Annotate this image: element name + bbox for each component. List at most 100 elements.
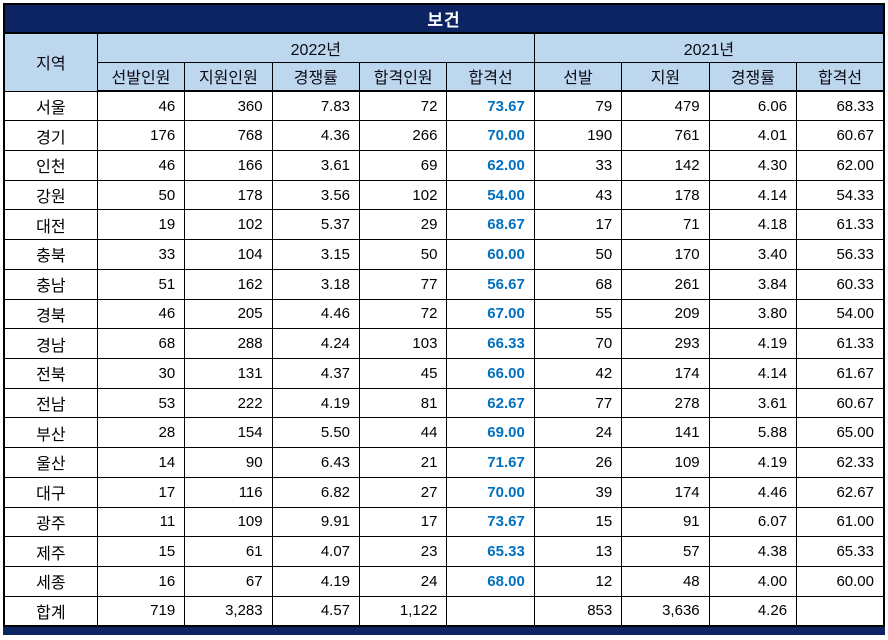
data-cell: 68	[533, 268, 623, 300]
data-cell: 62.67	[796, 476, 885, 508]
column-header-2021-2: 경쟁률	[708, 61, 798, 92]
data-cell: 5.37	[271, 209, 361, 241]
data-cell: 69	[359, 149, 448, 181]
data-cell: 50	[533, 239, 623, 270]
data-cell: 68.67	[446, 209, 535, 241]
data-cell: 17	[533, 209, 623, 241]
group-header-2022: 2022년	[96, 32, 535, 63]
data-cell: 30	[96, 357, 186, 389]
table-row: 울산 14 90 6.43 21 71.67 26 109 4.19 62.33	[3, 447, 885, 478]
data-cell: 28	[96, 417, 186, 449]
data-cell: 73.67	[446, 506, 535, 538]
data-cell: 55	[533, 298, 623, 330]
column-header-2021-0: 선발	[533, 61, 623, 92]
data-cell: 261	[621, 268, 710, 300]
data-cell: 33	[96, 239, 186, 270]
data-cell: 4.00	[708, 566, 798, 597]
data-cell: 174	[621, 476, 710, 508]
data-cell: 42	[533, 357, 623, 389]
data-cell: 7.83	[271, 90, 361, 122]
data-cell: 68.33	[796, 90, 885, 122]
data-cell: 90	[184, 447, 273, 478]
data-cell: 43	[533, 179, 623, 211]
data-cell: 5.50	[271, 417, 361, 449]
data-cell: 293	[621, 328, 710, 359]
data-cell: 53	[96, 387, 186, 419]
data-cell: 266	[359, 120, 448, 151]
table-row: 경기 176 768 4.36 266 70.00 190 761 4.01 60.67	[3, 120, 885, 151]
data-cell: 3,636	[621, 595, 710, 627]
data-cell: 3.15	[271, 239, 361, 270]
table-row: 강원 50 178 3.56 102 54.00 43 178 4.14 54.33	[3, 179, 885, 211]
data-cell: 178	[621, 179, 710, 211]
data-cell: 3.61	[271, 149, 361, 181]
data-cell: 4.19	[708, 447, 798, 478]
region-cell: 경기	[3, 120, 98, 151]
region-cell: 전북	[3, 357, 98, 389]
column-header-2022-4: 합격선	[446, 61, 535, 92]
region-cell: 세종	[3, 566, 98, 597]
region-cell: 강원	[3, 179, 98, 211]
data-cell: 3,283	[184, 595, 273, 627]
data-cell: 3.56	[271, 179, 361, 211]
data-cell: 72	[359, 298, 448, 330]
data-cell: 61.00	[796, 506, 885, 538]
data-cell: 54.00	[796, 298, 885, 330]
region-cell: 경북	[3, 298, 98, 330]
data-cell: 72	[359, 90, 448, 122]
data-cell: 70	[533, 328, 623, 359]
data-cell: 23	[359, 536, 448, 567]
data-cell: 27	[359, 476, 448, 508]
data-cell: 73.67	[446, 90, 535, 122]
data-cell: 60.00	[796, 566, 885, 597]
data-cell: 54.33	[796, 179, 885, 211]
data-cell: 17	[96, 476, 186, 508]
table-row: 세종 16 67 4.19 24 68.00 12 48 4.00 60.00	[3, 566, 885, 597]
column-header-2022-0: 선발인원	[96, 61, 186, 92]
data-cell: 91	[621, 506, 710, 538]
data-cell: 77	[533, 387, 623, 419]
data-cell: 51	[96, 268, 186, 300]
data-cell: 16	[96, 566, 186, 597]
data-cell: 69.00	[446, 417, 535, 449]
data-cell: 4.14	[708, 179, 798, 211]
data-cell: 81	[359, 387, 448, 419]
data-cell: 62.33	[796, 447, 885, 478]
data-cell	[446, 595, 535, 627]
data-cell: 4.46	[271, 298, 361, 330]
year-group-header-row: 지역 2022년 2021년	[3, 32, 885, 92]
data-cell: 48	[621, 566, 710, 597]
data-cell: 1,122	[359, 595, 448, 627]
data-cell: 60.67	[796, 120, 885, 151]
data-cell: 15	[533, 506, 623, 538]
data-cell: 4.01	[708, 120, 798, 151]
table-row: 인천 46 166 3.61 69 62.00 33 142 4.30 62.00	[3, 149, 885, 181]
data-cell: 26	[533, 447, 623, 478]
column-header-2021-1: 지원	[621, 61, 710, 92]
data-cell: 4.14	[708, 357, 798, 389]
data-cell: 131	[184, 357, 273, 389]
data-cell: 56.67	[446, 268, 535, 300]
table-row: 대구 17 116 6.82 27 70.00 39 174 4.46 62.67	[3, 476, 885, 508]
data-cell: 54.00	[446, 179, 535, 211]
data-cell: 65.33	[796, 536, 885, 567]
data-cell: 71.67	[446, 447, 535, 478]
data-cell: 68.00	[446, 566, 535, 597]
data-cell: 6.06	[708, 90, 798, 122]
data-cell: 62.67	[446, 387, 535, 419]
table-title: 보건	[3, 3, 885, 34]
data-cell: 102	[184, 209, 273, 241]
data-cell: 719	[96, 595, 186, 627]
data-cell: 70.00	[446, 120, 535, 151]
data-cell: 65.33	[446, 536, 535, 567]
region-cell: 부산	[3, 417, 98, 449]
table-row: 광주 11 109 9.91 17 73.67 15 91 6.07 61.00	[3, 506, 885, 538]
data-cell: 66.00	[446, 357, 535, 389]
data-cell: 77	[359, 268, 448, 300]
region-cell: 합계	[3, 595, 98, 627]
data-cell: 3.80	[708, 298, 798, 330]
data-cell: 65.00	[796, 417, 885, 449]
data-cell: 162	[184, 268, 273, 300]
data-cell: 205	[184, 298, 273, 330]
data-cell: 5.88	[708, 417, 798, 449]
